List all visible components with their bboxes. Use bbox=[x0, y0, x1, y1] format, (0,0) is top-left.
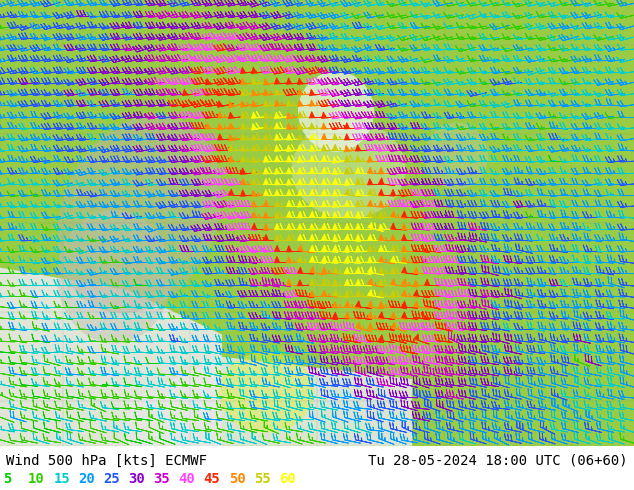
Text: 50: 50 bbox=[229, 472, 245, 487]
Ellipse shape bbox=[57, 210, 171, 343]
Text: 30: 30 bbox=[129, 472, 145, 487]
Text: 5: 5 bbox=[3, 472, 11, 487]
Text: 20: 20 bbox=[79, 472, 95, 487]
Polygon shape bbox=[127, 357, 412, 446]
Polygon shape bbox=[0, 268, 222, 446]
Text: 15: 15 bbox=[53, 472, 70, 487]
Text: 25: 25 bbox=[103, 472, 120, 487]
Text: 10: 10 bbox=[29, 472, 45, 487]
Text: 60: 60 bbox=[279, 472, 295, 487]
Text: 35: 35 bbox=[153, 472, 171, 487]
Text: Tu 28-05-2024 18:00 UTC (06+60): Tu 28-05-2024 18:00 UTC (06+60) bbox=[368, 454, 628, 468]
Ellipse shape bbox=[425, 122, 488, 190]
Ellipse shape bbox=[292, 121, 406, 219]
Text: 40: 40 bbox=[179, 472, 195, 487]
Ellipse shape bbox=[298, 72, 374, 151]
Text: 45: 45 bbox=[204, 472, 221, 487]
Ellipse shape bbox=[58, 115, 221, 313]
Text: Wind 500 hPa [kts] ECMWF: Wind 500 hPa [kts] ECMWF bbox=[6, 454, 207, 468]
Ellipse shape bbox=[219, 352, 314, 433]
Text: 55: 55 bbox=[254, 472, 271, 487]
